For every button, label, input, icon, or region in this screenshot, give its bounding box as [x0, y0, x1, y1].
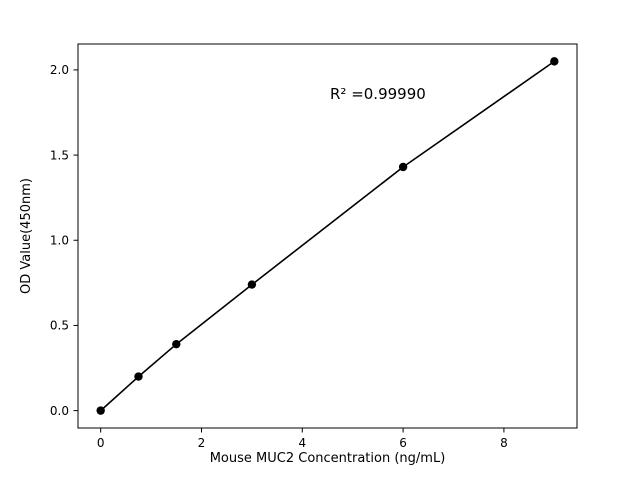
x-axis-tick-label: 6 [399, 436, 407, 450]
data-point-marker [172, 339, 181, 349]
y-axis-tick-label: 1.0 [50, 233, 69, 247]
x-axis-tick-label: 4 [298, 436, 306, 450]
x-axis-label: Mouse MUC2 Concentration (ng/mL) [210, 451, 446, 466]
y-axis-label: OD Value(450nm) [19, 178, 34, 294]
y-axis-tick-label: 1.5 [50, 148, 69, 162]
r-squared-annotation: R² =0.99990 [330, 85, 426, 103]
data-point-marker [247, 280, 257, 289]
data-point-marker [134, 372, 143, 381]
y-axis-tick-label: 2.0 [50, 63, 69, 77]
x-axis-tick-label: 2 [198, 436, 206, 450]
y-axis-tick-label: 0.0 [50, 404, 69, 418]
data-point-marker [550, 57, 559, 66]
y-axis-tick-label: 0.5 [50, 319, 69, 333]
x-axis-tick-label: 8 [500, 436, 508, 450]
x-axis-tick-label: 0 [97, 436, 105, 450]
standard-curve-line [100, 60, 555, 412]
plot-border [77, 43, 578, 429]
data-point-marker [96, 406, 105, 415]
data-point-marker [398, 162, 408, 172]
